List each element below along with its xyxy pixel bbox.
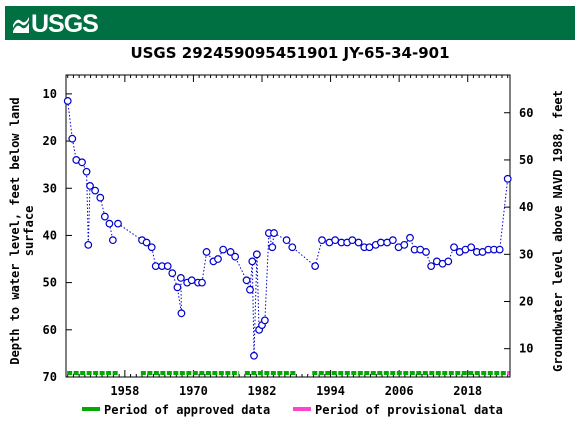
right-tick-label: 50 (519, 153, 533, 167)
data-point (114, 219, 122, 228)
data-point (187, 276, 196, 285)
data-point (226, 248, 235, 256)
plot-frame (65, 74, 511, 378)
data-point (252, 250, 261, 259)
data-point (100, 212, 109, 221)
data-point (202, 248, 211, 256)
chart-title: USGS 292459095451901 JY-65-34-901 (130, 44, 449, 62)
right-tick-label: 60 (519, 106, 533, 120)
series-line (67, 100, 509, 356)
data-point (376, 238, 385, 247)
data-point (282, 236, 291, 245)
data-point (91, 186, 100, 195)
x-tick-label: 1994 (316, 384, 345, 398)
legend-approved-swatch (82, 407, 100, 411)
data-point (168, 269, 177, 278)
data-point (354, 238, 363, 247)
series-points (63, 97, 512, 360)
data-point (444, 257, 453, 266)
data-point (78, 158, 86, 167)
data-point (250, 351, 258, 360)
data-point (173, 283, 182, 292)
left-axis-label-line2: surface (22, 206, 36, 257)
data-point (63, 97, 72, 105)
x-tick-label: 2018 (453, 384, 482, 398)
data-point (400, 240, 409, 249)
data-point (142, 238, 151, 247)
x-tick-label: 1958 (110, 384, 139, 398)
legend-provisional-swatch (293, 407, 311, 411)
left-tick-label: 60 (43, 323, 57, 337)
data-point (96, 193, 105, 202)
left-tick-label: 20 (43, 134, 57, 148)
data-point (270, 229, 278, 237)
data-point (108, 236, 117, 245)
data-point (214, 255, 222, 263)
data-point (246, 285, 254, 294)
data-point (219, 245, 228, 254)
data-point (68, 134, 77, 143)
x-tick-label: 2006 (385, 384, 414, 398)
x-tick-label: 1970 (179, 384, 208, 398)
x-tick-label: 1982 (248, 384, 277, 398)
data-point (427, 262, 436, 271)
data-point (318, 236, 326, 245)
data-point (331, 236, 340, 245)
data-point (86, 181, 94, 190)
right-tick-label: 10 (519, 342, 533, 356)
data-point (84, 240, 93, 249)
left-tick-label: 30 (43, 181, 57, 195)
data-point (147, 243, 156, 252)
data-point (242, 276, 251, 285)
data-point (311, 262, 320, 271)
usgs-header-banner: USGS (5, 6, 575, 40)
data-point (163, 262, 172, 271)
usgs-logo-text: USGS (31, 10, 98, 37)
left-axis-ticks: 10 20 30 40 50 60 70 (43, 87, 72, 384)
left-tick-label: 70 (43, 370, 57, 384)
right-tick-label: 20 (519, 295, 533, 309)
legend-approved-label: Period of approved data (104, 403, 270, 417)
data-point (105, 219, 114, 228)
left-tick-label: 10 (43, 87, 57, 101)
data-point (467, 243, 476, 252)
data-point (422, 248, 430, 256)
data-point (231, 252, 240, 261)
data-point (365, 243, 374, 252)
data-point (406, 233, 414, 242)
data-point (348, 236, 357, 245)
data-point (82, 167, 91, 176)
data-point (503, 174, 512, 183)
left-tick-label: 50 (43, 276, 57, 290)
data-point (248, 257, 257, 266)
data-point (260, 316, 269, 325)
left-axis-label-line1: Depth to water level, feet below land (8, 97, 22, 364)
data-point (198, 278, 206, 287)
right-axis-ticks: 10 20 30 40 50 60 (504, 106, 533, 356)
data-point (177, 309, 186, 318)
data-point (268, 243, 277, 252)
data-point (388, 236, 397, 245)
usgs-logo[interactable]: USGS (11, 9, 103, 37)
x-axis-ticks: 1958 1970 1982 1994 2006 2018 (67, 75, 509, 398)
data-point (495, 245, 504, 254)
usgs-wave-icon (13, 17, 29, 33)
data-point (288, 243, 297, 252)
data-point (176, 274, 185, 282)
data-point (450, 243, 458, 252)
right-axis-label: Groundwater level above NAVD 1988, feet (551, 90, 565, 372)
legend-provisional-label: Period of provisional data (315, 403, 503, 417)
right-tick-label: 40 (519, 200, 533, 214)
legend: Period of approved data Period of provis… (82, 403, 503, 417)
right-tick-label: 30 (519, 247, 533, 261)
left-tick-label: 40 (43, 228, 57, 242)
data-point (151, 262, 160, 271)
